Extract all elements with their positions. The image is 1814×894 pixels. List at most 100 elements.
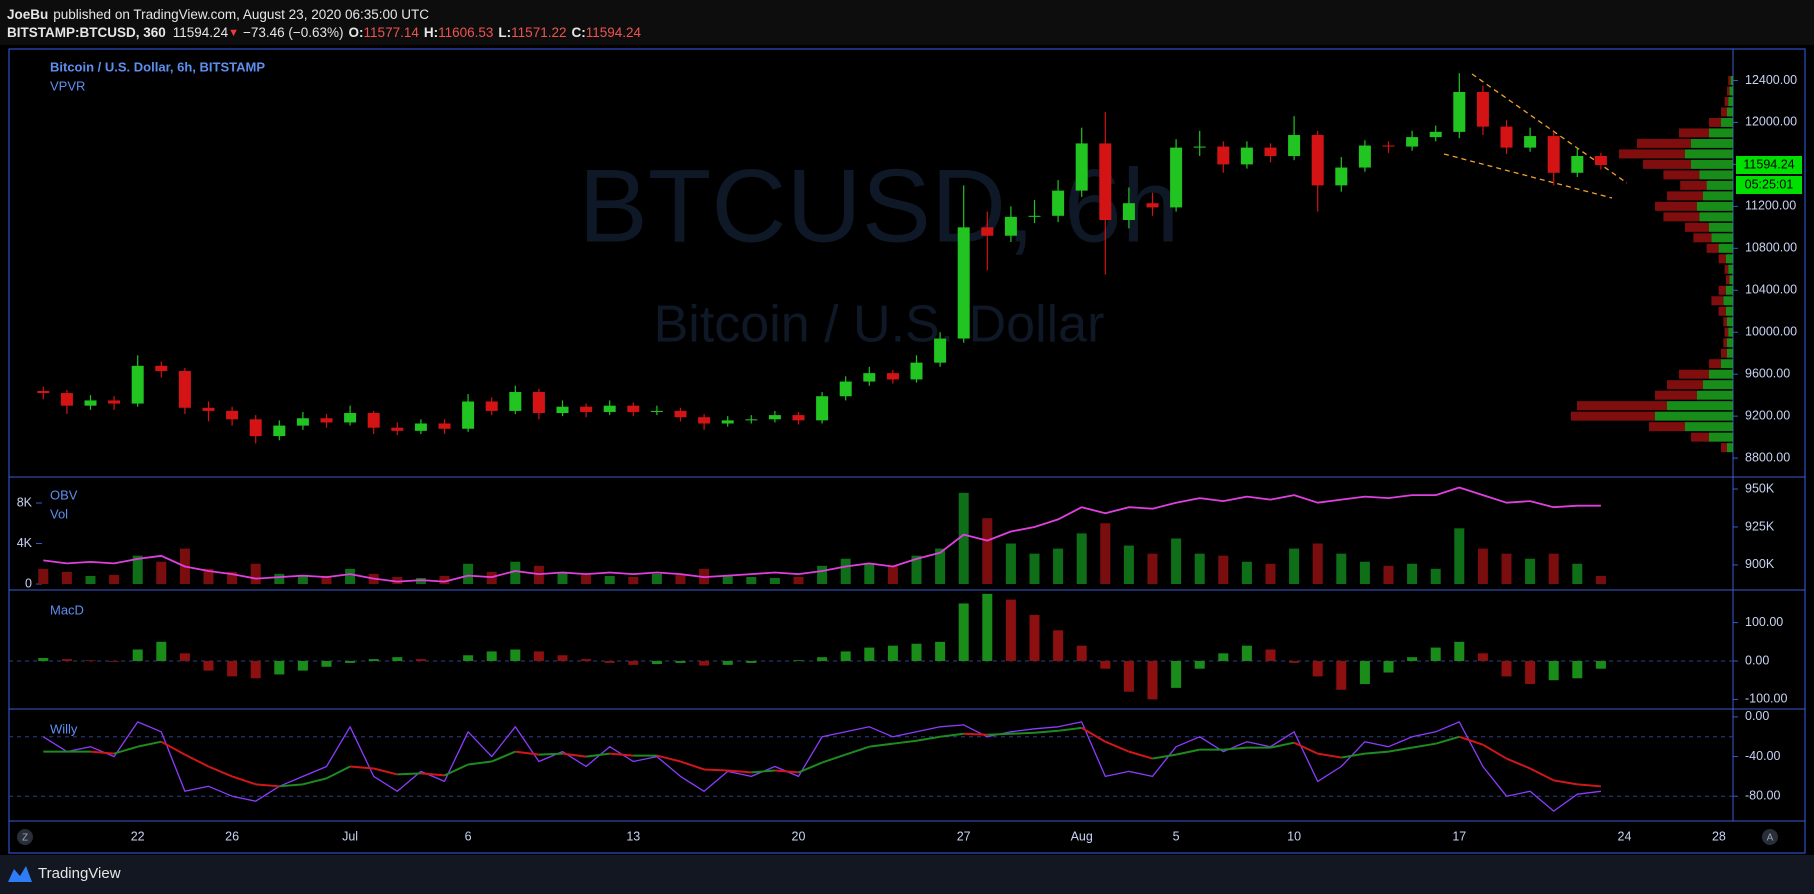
- y-tick-label: 0.00: [1745, 653, 1769, 667]
- candle-body: [438, 423, 451, 429]
- volume-profile-up: [1730, 75, 1733, 85]
- volume-profile-down: [1723, 338, 1727, 348]
- y-tick-label: -40.00: [1745, 749, 1780, 763]
- wedge-lower: [1443, 153, 1613, 199]
- signal-segment: [1482, 743, 1508, 760]
- histogram-bar: [345, 661, 356, 663]
- histogram-bar: [1194, 661, 1205, 669]
- candle-body: [863, 373, 876, 382]
- volume-profile-up: [1667, 401, 1733, 411]
- volume-bar: [61, 571, 72, 585]
- histogram-bar: [1289, 661, 1300, 663]
- volume-profile-down: [1637, 138, 1691, 148]
- y-tick-label: -80.00: [1745, 789, 1780, 803]
- histogram-bar: [179, 653, 190, 662]
- brand-logo[interactable]: [8, 866, 32, 882]
- volume-bar: [887, 565, 898, 585]
- candle-body: [391, 427, 404, 431]
- volume-profile-up: [1706, 180, 1733, 190]
- signal-segment: [1317, 752, 1342, 759]
- histogram-bar: [1100, 661, 1111, 669]
- zoom-button[interactable]: [17, 829, 33, 845]
- candle-body: [1524, 136, 1537, 148]
- volume-bar: [1289, 548, 1300, 585]
- histogram-bar: [463, 655, 474, 662]
- volume-bar: [345, 568, 356, 585]
- signal-segment: [302, 777, 327, 786]
- signal-segment: [255, 783, 280, 788]
- x-tick-label: 5: [1173, 829, 1180, 843]
- candle-body: [84, 400, 97, 406]
- volume-profile-up: [1727, 107, 1733, 117]
- auto-button-label[interactable]: A: [1767, 833, 1774, 844]
- volume-profile-up: [1718, 243, 1733, 253]
- signal-segment: [798, 761, 823, 774]
- signal-segment: [963, 732, 988, 736]
- candle-body: [650, 410, 663, 412]
- histogram-bar: [1477, 653, 1488, 662]
- candle-body: [1193, 146, 1206, 148]
- volume-profile-up: [1727, 317, 1733, 327]
- oscillator-line: [42, 721, 1601, 812]
- low-label: L:: [498, 25, 511, 40]
- brand[interactable]: TradingView: [38, 865, 121, 882]
- candle-body: [1075, 143, 1088, 191]
- x-tick-label: 17: [1452, 829, 1466, 843]
- candle-body: [1571, 156, 1584, 173]
- candle-body: [1335, 167, 1348, 186]
- histogram-bar: [793, 660, 804, 662]
- volume-profile-down: [1721, 443, 1727, 453]
- volume-profile-down: [1724, 96, 1729, 106]
- y-tick-label: 925K: [1745, 519, 1775, 533]
- histogram-bar: [297, 661, 308, 671]
- signal-segment: [727, 769, 752, 774]
- candle-body: [698, 417, 711, 424]
- volume-bar: [651, 573, 662, 585]
- signal-segment: [892, 739, 917, 745]
- last-price-box: [1736, 155, 1802, 174]
- signal-segment: [1270, 741, 1295, 749]
- candle-body: [603, 405, 616, 412]
- signal-segment: [350, 765, 374, 770]
- zoom-button-label[interactable]: Z: [22, 833, 28, 844]
- histogram-bar: [156, 641, 167, 662]
- volume-profile-up: [1721, 359, 1733, 369]
- volume-profile-down: [1679, 128, 1709, 138]
- candle-body: [1500, 126, 1513, 148]
- histogram-bar: [699, 661, 710, 666]
- histogram-bar: [1572, 661, 1583, 679]
- volume-profile-down: [1721, 348, 1727, 358]
- volume-profile-up: [1697, 390, 1733, 400]
- volume-profile-down: [1643, 159, 1691, 169]
- volume-bar: [463, 563, 474, 585]
- volume-bar: [85, 575, 96, 585]
- volume-profile-down: [1709, 359, 1721, 369]
- histogram-bar: [1430, 647, 1441, 662]
- candle-body: [1311, 135, 1324, 186]
- auto-button[interactable]: [1762, 829, 1778, 845]
- volume-bar: [675, 574, 686, 585]
- volume-bar: [557, 571, 568, 585]
- volume-bar: [1194, 553, 1205, 585]
- volume-profile-up: [1697, 201, 1733, 211]
- y-tick-label: 0: [25, 576, 32, 590]
- histogram-bar: [1147, 661, 1158, 700]
- volume-bar: [1477, 548, 1488, 585]
- histogram-bar: [109, 661, 120, 662]
- volume-bar: [227, 571, 238, 585]
- volume-profile-up: [1727, 443, 1733, 453]
- signal-segment: [1175, 748, 1200, 756]
- volume-profile-down: [1655, 201, 1697, 211]
- volume-profile-up: [1711, 233, 1733, 243]
- volume-bar: [628, 576, 639, 585]
- y-tick-label: 9600.00: [1745, 366, 1790, 380]
- signal-segment: [137, 740, 162, 748]
- volume-bar: [250, 563, 261, 585]
- change-arrow: ▼: [228, 27, 239, 39]
- histogram-bar: [533, 651, 544, 662]
- signal-segment: [1081, 726, 1106, 743]
- candle-body: [674, 410, 687, 418]
- candle-body: [155, 365, 168, 372]
- candle-body: [556, 406, 569, 414]
- y-tick-label: 10400.00: [1745, 283, 1797, 297]
